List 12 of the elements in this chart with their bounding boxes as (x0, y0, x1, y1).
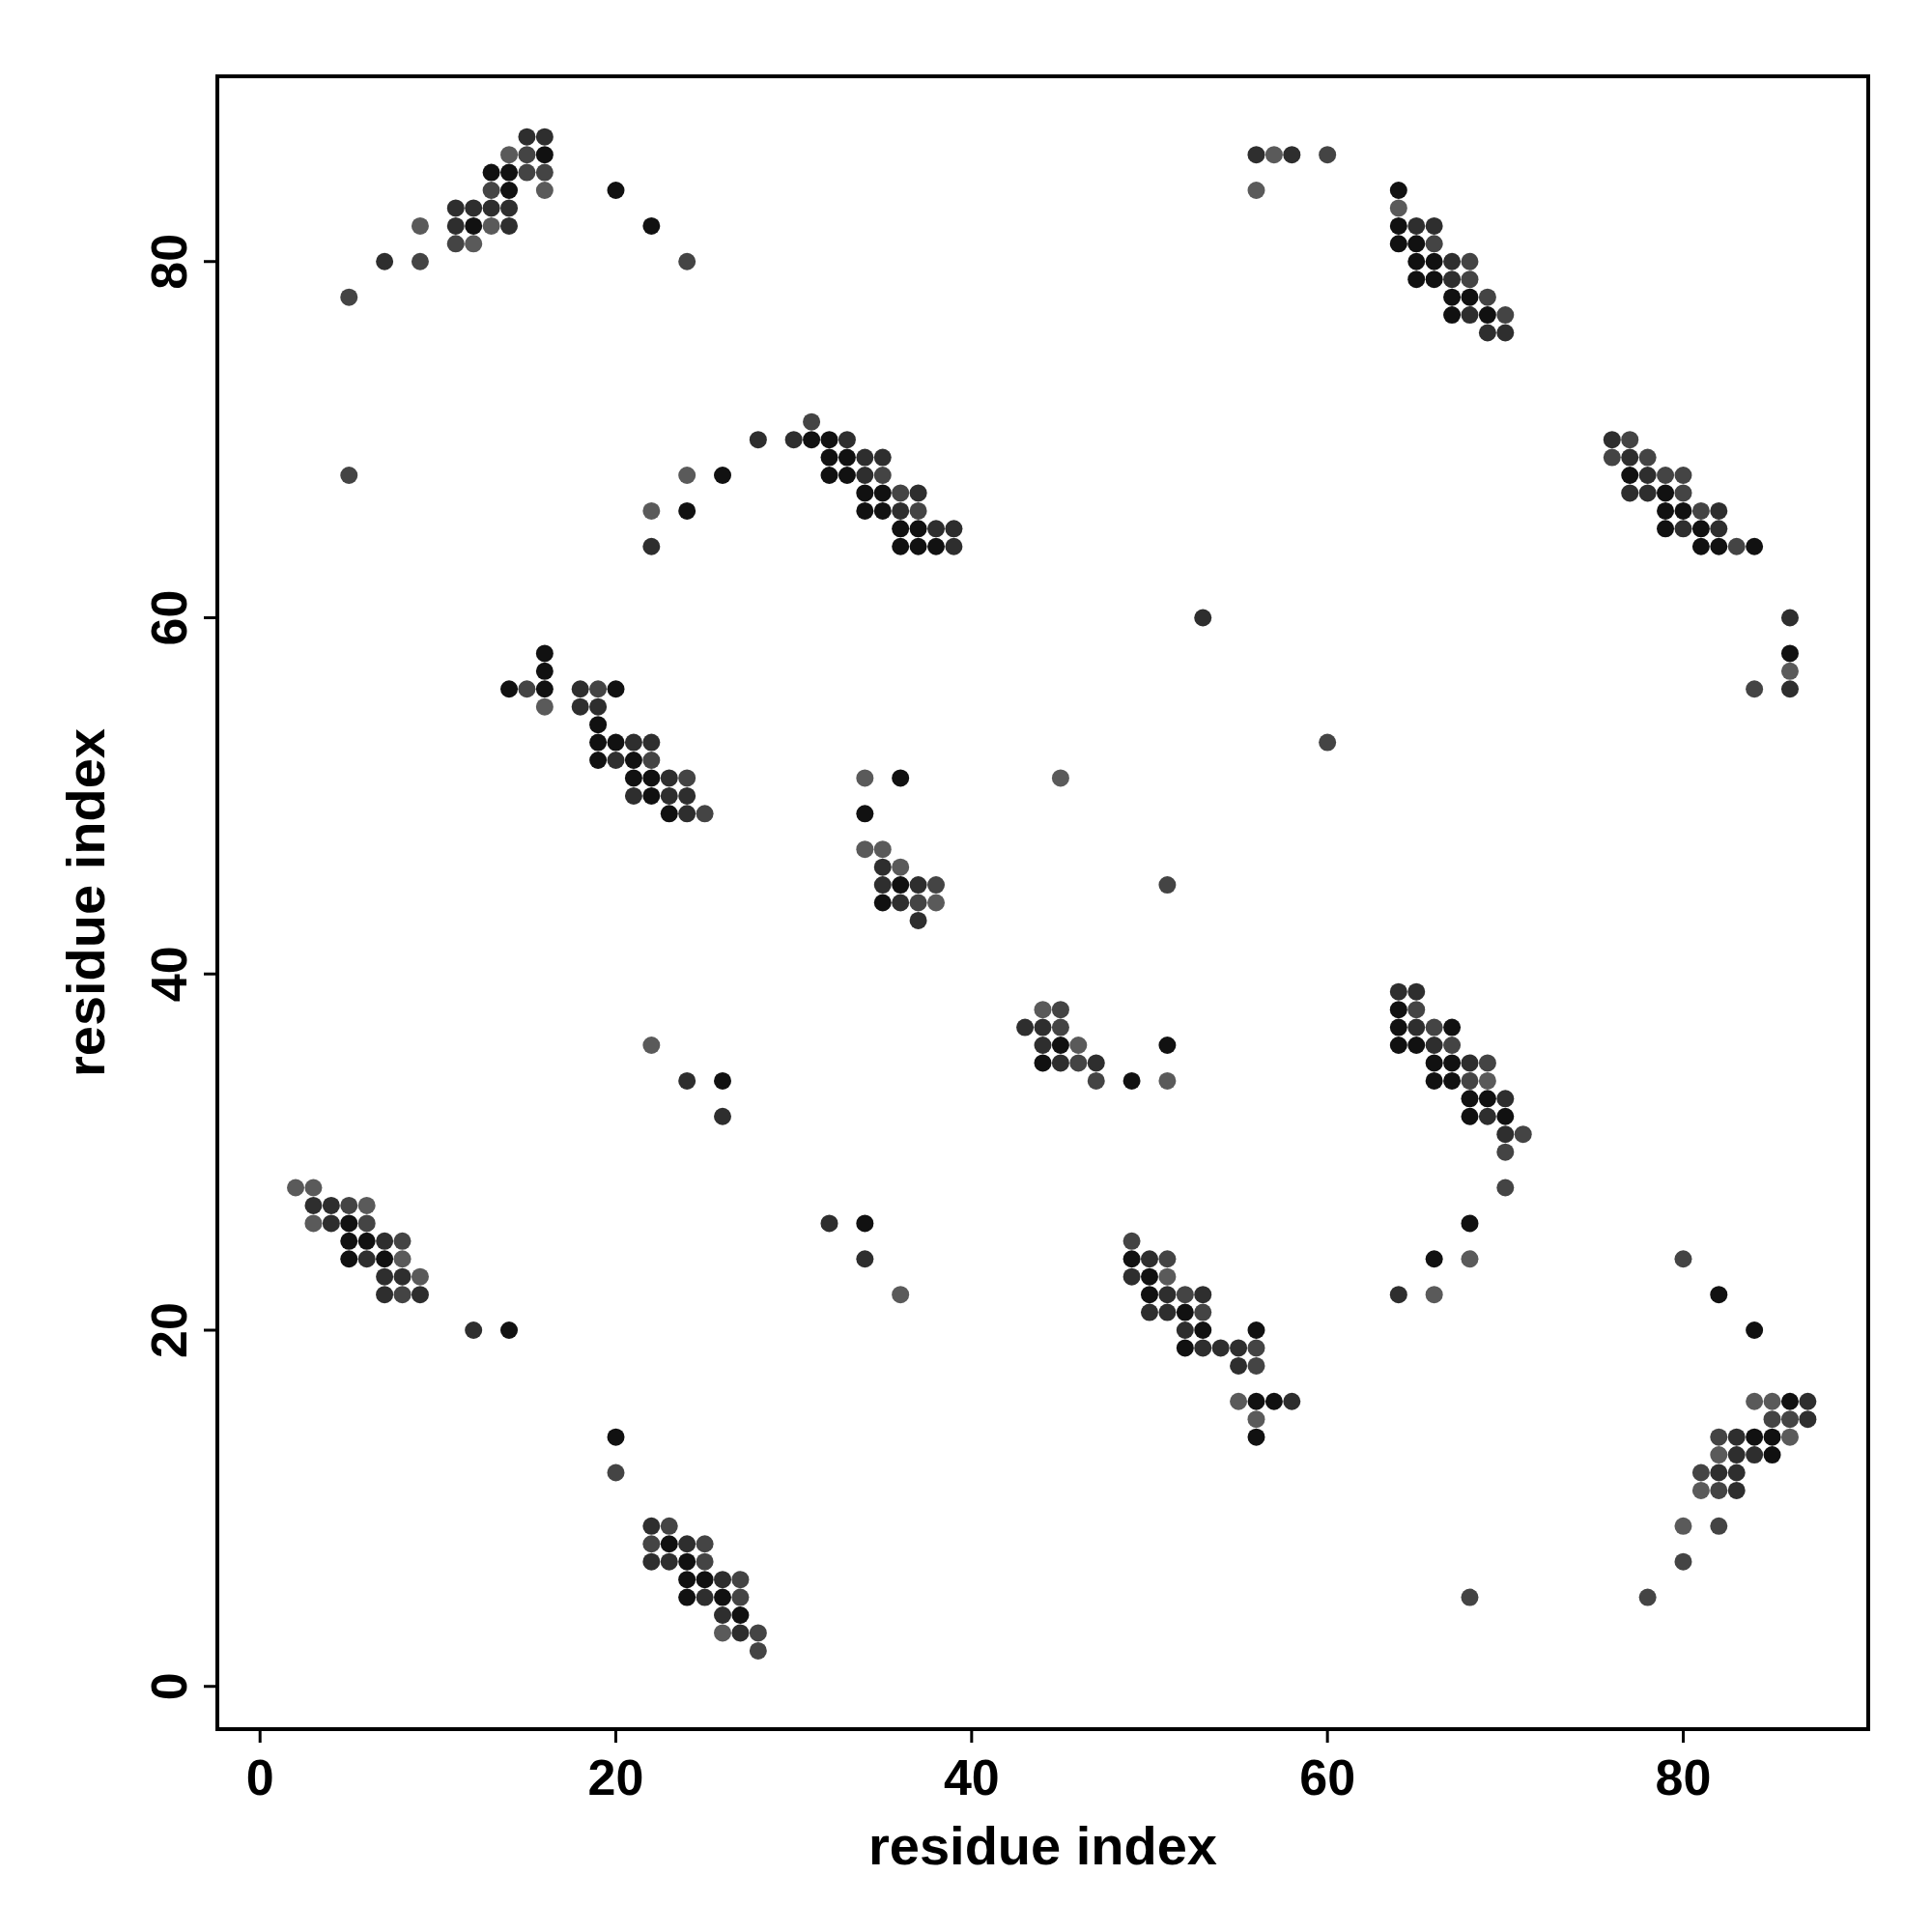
y-tick-label: 20 (141, 1302, 197, 1358)
y-axis-title: residue index (55, 727, 116, 1078)
y-tick-label: 60 (141, 589, 197, 646)
x-axis-title: residue index (867, 1815, 1218, 1876)
y-tick-label: 40 (141, 946, 197, 1003)
x-tick-label: 0 (245, 1749, 274, 1805)
x-tick-label: 80 (1655, 1749, 1712, 1805)
x-tick-label: 20 (587, 1749, 644, 1805)
x-tick-label: 40 (943, 1749, 1000, 1805)
x-tick-label: 60 (1299, 1749, 1356, 1805)
y-tick-label: 80 (141, 233, 197, 290)
y-tick-label: 0 (141, 1672, 197, 1701)
